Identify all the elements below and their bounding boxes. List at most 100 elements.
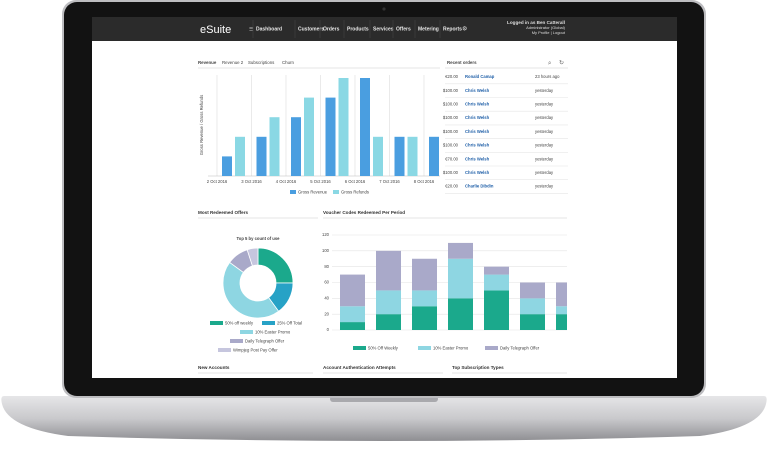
bar-segment [376,314,401,330]
bar-segment [520,298,545,315]
order-amount: $100.00 [443,143,459,148]
order-amount: €20.00 [445,184,458,189]
order-customer[interactable]: Chris Welsh [465,170,490,175]
y-tick-label: 60 [324,280,329,285]
bar [373,136,383,176]
bar-segment [340,274,365,307]
order-amount: $100.00 [443,170,459,175]
order-customer[interactable]: Chris Welsh [465,143,490,148]
order-customer[interactable]: Charlie Dibdin [465,184,494,189]
chart-subtitle: Top 5 by count of use [237,236,281,241]
bar-segment [520,282,545,299]
bar-segment [448,242,473,259]
bar-segment [340,322,365,330]
bar-segment [484,266,509,275]
bar-segment [412,306,437,330]
order-amount: $100.00 [443,115,459,120]
nav-item[interactable]: Customers [298,26,324,32]
bar [222,156,232,176]
bar-segment [412,290,437,307]
user-info: Logged in as Ben Catterall [507,20,565,25]
legend-swatch [218,348,231,352]
bar-segment [376,250,401,291]
order-time: yesterday [535,184,554,189]
bar [429,136,439,176]
bar [325,97,336,176]
legend-label: Gross Revenue [298,189,328,194]
y-axis-label: Gross Revenue / Gross Refunds [199,95,204,156]
legend-label: Gross Refunds [341,189,369,194]
legend-label: 50% off weekly [225,320,254,325]
legend-label: 25% Off Total [277,320,302,325]
search-icon[interactable]: ⌕ [548,61,551,67]
x-tick-label: 8 Oct 2016 [414,179,435,184]
bar-segment [376,290,401,315]
bar [338,78,349,176]
donut-slice [222,261,280,319]
nav-item[interactable]: Offers [396,26,411,32]
legend-swatch [230,339,243,343]
order-time: yesterday [535,129,554,134]
x-tick-label: 3 Oct 2016 [241,179,262,184]
bar [360,78,370,176]
order-amount: €20.00 [445,74,458,79]
user-info[interactable]: My Profile | Logout [532,30,566,35]
menu-icon: ☰ [249,26,254,32]
legend-label: Daily Telegraph Offer [245,338,285,343]
bar [304,97,314,176]
nav-item[interactable]: Dashboard [256,26,282,32]
section-title: Voucher Codes Redeemed Per Period [323,210,405,215]
nav-item[interactable]: Metering [418,26,439,32]
nav-bar [92,17,677,41]
y-tick-label: 120 [322,232,330,237]
nav-item[interactable]: Products [347,26,369,32]
chart-tab[interactable]: Revenue [198,60,217,65]
y-tick-label: 100 [322,248,330,253]
refresh-icon[interactable]: ↻ [559,60,564,67]
bar-segment [448,258,473,299]
order-customer[interactable]: Chris Welsh [465,115,490,120]
bar-segment [340,306,365,323]
order-time: yesterday [535,143,554,148]
legend-swatch [353,346,366,350]
bar-segment [556,314,567,330]
order-time: yesterday [535,115,554,120]
settings-icon[interactable]: ⚙ [462,26,467,33]
y-tick-label: 0 [327,327,330,332]
section-title: Most Redeemed Offers [198,210,248,215]
order-time: yesterday [535,88,554,93]
order-amount: $100.00 [443,102,459,107]
legend-label: 50% Off Weekly [368,345,399,350]
y-tick-label: 20 [324,311,329,316]
legend-label: Daily Telegraph Offer [500,345,540,350]
order-customer[interactable]: Chris Welsh [465,156,490,161]
legend-swatch [333,190,339,194]
chart-tab[interactable]: Subscriptions [248,60,275,65]
order-amount: $100.00 [443,129,459,134]
x-tick-label: 4 Oct 2016 [276,179,297,184]
order-time: yesterday [535,170,554,175]
order-customer[interactable]: Chris Welsh [465,102,490,107]
bar-segment [412,258,437,291]
chart-tab[interactable]: Revenue 2 [222,60,244,65]
nav-item[interactable]: Reports [443,26,462,32]
legend-swatch [240,330,253,334]
bar-segment [484,274,509,291]
legend-label: 10% Easter Promo [433,345,469,350]
legend-label: Wimpjeg Post Pay Offer [233,347,278,352]
order-time: 23 hours ago [535,74,560,79]
nav-item[interactable]: Orders [323,26,340,32]
bar [291,117,301,176]
chart-tab[interactable]: Churn [282,60,295,65]
order-customer[interactable]: Ronald Camap [465,74,495,79]
legend-swatch [210,321,223,325]
order-customer[interactable]: Chris Welsh [465,88,490,93]
nav-item[interactable]: Services [373,26,394,32]
x-tick-label: 2 Oct 2016 [207,179,228,184]
order-time: yesterday [535,156,554,161]
order-customer[interactable]: Chris Welsh [465,129,490,134]
legend-label: 10% Easter Promo [255,329,291,334]
legend-swatch [418,346,431,350]
bar [256,136,267,176]
